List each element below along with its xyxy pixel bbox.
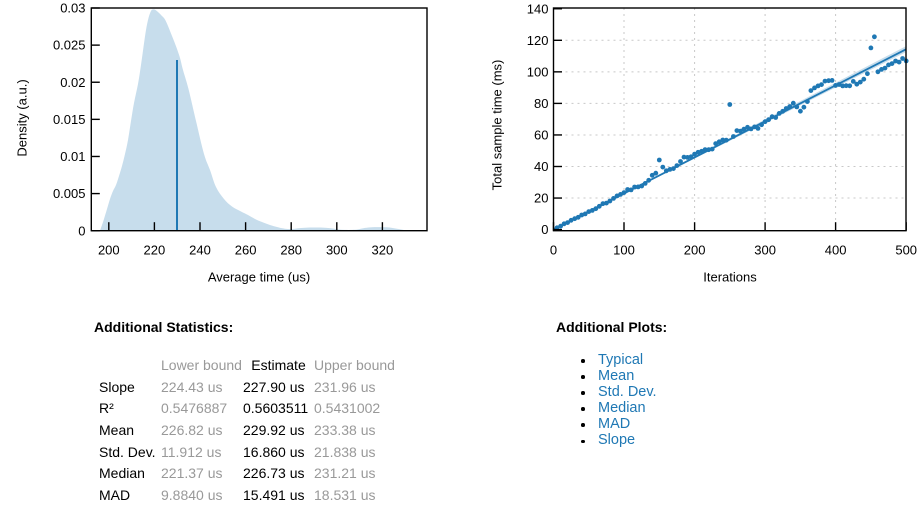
svg-text:0: 0 [541,222,548,237]
svg-text:60: 60 [534,128,548,143]
svg-text:500: 500 [895,243,917,258]
svg-text:100: 100 [613,243,635,258]
svg-text:Total sample time (ms): Total sample time (ms) [490,60,505,191]
svg-text:0.03: 0.03 [60,1,85,16]
svg-text:100: 100 [527,64,549,79]
svg-text:200: 200 [98,243,120,258]
svg-text:280: 280 [280,243,302,258]
svg-text:Average time (us): Average time (us) [208,270,310,285]
svg-text:260: 260 [235,243,257,258]
svg-text:Density (a.u.): Density (a.u.) [15,79,30,156]
svg-text:240: 240 [189,243,211,258]
svg-text:0: 0 [78,223,85,238]
svg-text:300: 300 [326,243,348,258]
svg-text:80: 80 [534,96,548,111]
svg-text:0.005: 0.005 [53,186,86,201]
svg-text:320: 320 [372,243,394,258]
svg-text:40: 40 [534,159,548,174]
svg-text:220: 220 [144,243,166,258]
svg-text:0.02: 0.02 [60,75,85,90]
svg-text:0.01: 0.01 [60,149,85,164]
svg-text:200: 200 [684,243,706,258]
svg-text:0: 0 [550,243,557,258]
svg-text:400: 400 [825,243,847,258]
svg-text:300: 300 [754,243,776,258]
svg-text:20: 20 [534,191,548,206]
svg-text:140: 140 [527,1,549,16]
svg-text:Iterations: Iterations [703,270,757,285]
svg-text:120: 120 [527,33,549,48]
svg-text:0.025: 0.025 [53,38,86,53]
svg-text:0.015: 0.015 [53,112,86,127]
